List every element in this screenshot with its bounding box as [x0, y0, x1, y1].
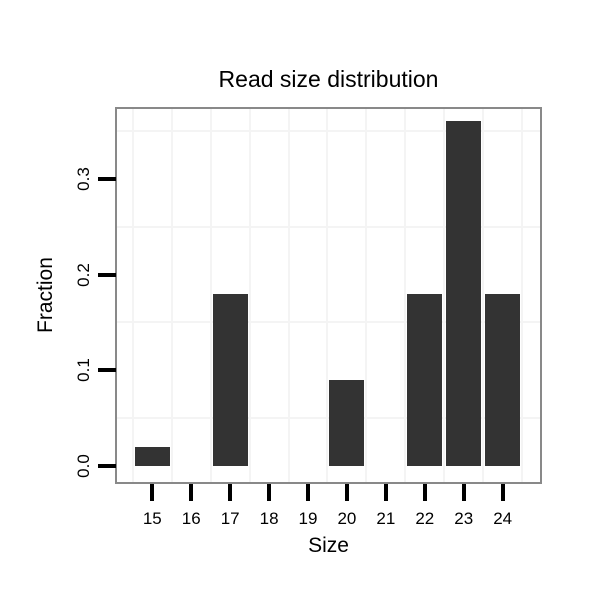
gridline-vertical	[248, 109, 251, 482]
x-tick-label: 17	[220, 509, 240, 528]
gridline-horizontal	[117, 321, 540, 324]
gridline-vertical	[287, 109, 290, 482]
x-tick-label: 22	[415, 509, 435, 528]
gridline-vertical	[443, 109, 446, 482]
x-axis-tick	[189, 484, 194, 501]
gridline-vertical	[326, 109, 329, 482]
y-axis-tick	[98, 176, 116, 181]
gridline-vertical	[170, 109, 173, 482]
y-axis-tick	[98, 272, 116, 277]
gridline-vertical	[365, 109, 368, 482]
x-tick-label: 16	[181, 509, 201, 528]
bar-22	[407, 293, 443, 466]
bar-20	[329, 379, 365, 466]
y-tick-label: 0.3	[74, 167, 93, 191]
y-axis-tick	[98, 368, 116, 373]
gridline-vertical	[131, 109, 134, 482]
gridline-horizontal	[117, 417, 540, 420]
gridline-vertical	[404, 109, 407, 482]
gridline-horizontal	[117, 225, 540, 228]
gridline-vertical	[521, 109, 524, 482]
x-axis-tick	[150, 484, 155, 501]
y-axis-tick	[98, 464, 116, 468]
x-tick-label: 20	[337, 509, 357, 528]
gridline-horizontal	[117, 130, 540, 133]
x-tick-label: 21	[376, 509, 396, 528]
x-tick-label: 23	[454, 509, 474, 528]
bar-24	[485, 293, 521, 466]
x-axis-tick	[228, 484, 233, 501]
gridline-vertical	[482, 109, 485, 482]
x-tick-label: 18	[259, 509, 279, 528]
x-axis-tick	[461, 484, 466, 501]
bar-15	[134, 446, 170, 466]
y-tick-label: 0.1	[74, 358, 93, 383]
y-axis-title: Fraction	[34, 257, 57, 333]
chart-title: Read size distribution	[218, 66, 439, 92]
plot-panel	[115, 107, 542, 484]
x-axis-title: Size	[308, 534, 349, 557]
bar-23	[446, 121, 482, 466]
x-axis-tick	[306, 484, 311, 501]
gridline-vertical	[209, 109, 212, 482]
x-tick-label: 15	[142, 509, 162, 528]
x-axis-tick	[344, 484, 349, 501]
x-axis-tick	[383, 484, 388, 501]
bar-17	[212, 293, 248, 466]
x-axis-tick	[267, 484, 272, 501]
y-tick-label: 0.2	[74, 262, 93, 287]
y-tick-label: 0.0	[74, 454, 93, 478]
x-axis-tick	[500, 484, 505, 501]
x-tick-label: 19	[298, 509, 318, 528]
x-tick-label: 24	[493, 509, 513, 528]
x-axis-tick	[422, 484, 427, 501]
